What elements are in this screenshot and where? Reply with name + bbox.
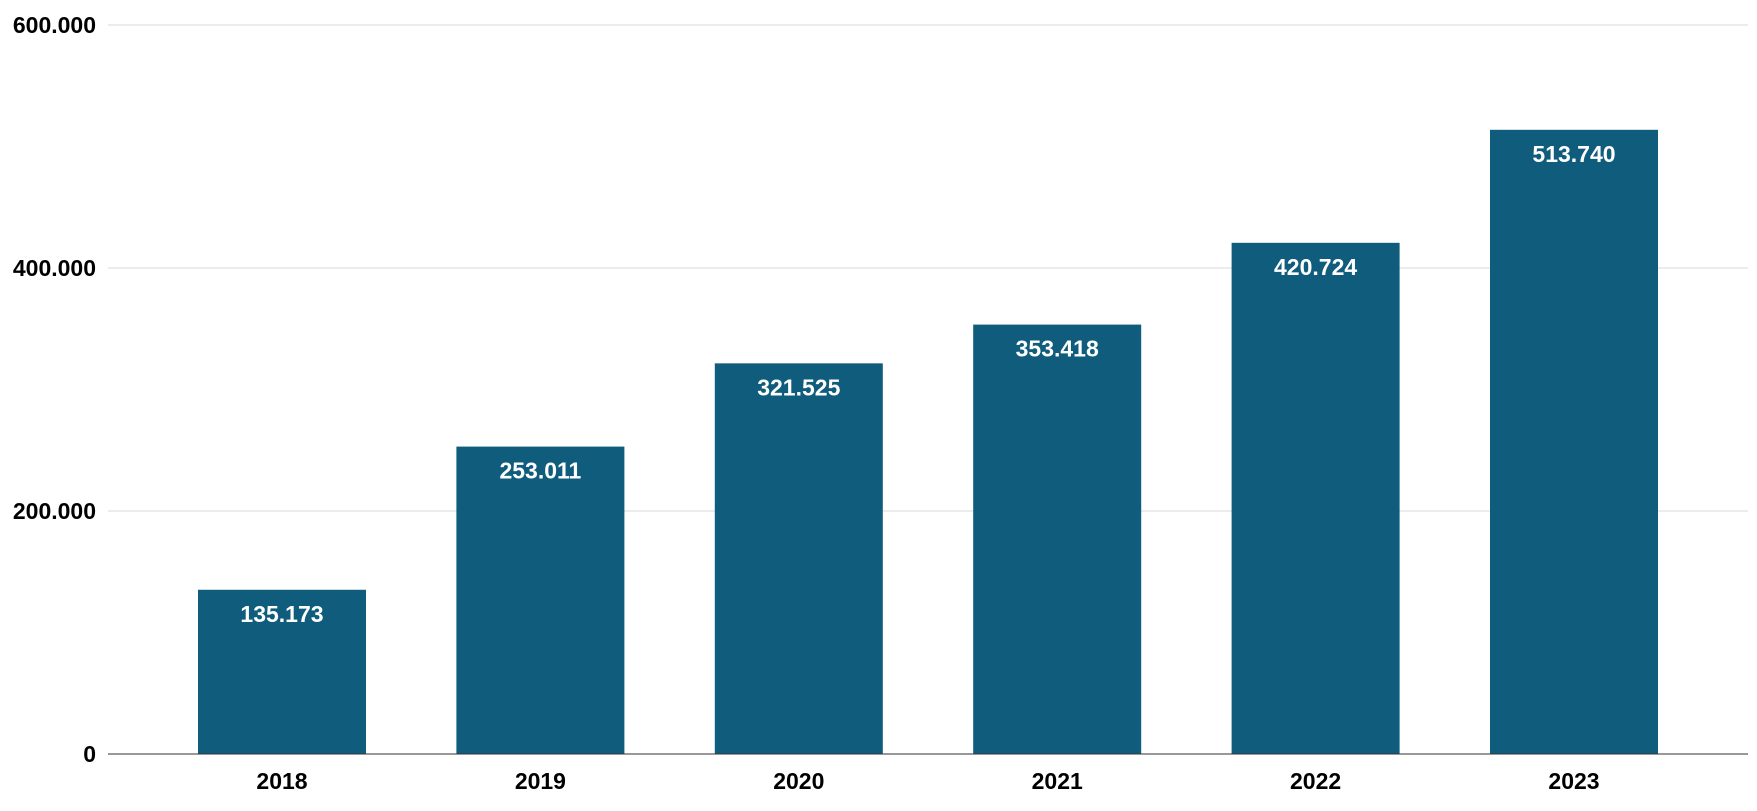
x-tick-label: 2018 [256,768,307,794]
y-axis-tick-labels: 0 200.000 400.000 600.000 [13,12,96,767]
bar-group: 135.173 [198,589,366,754]
x-tick-label: 2019 [515,768,566,794]
bar-group: 513.740 [1490,129,1658,754]
bar [1231,242,1400,754]
bar [198,589,366,754]
bar-value-label: 420.724 [1274,254,1357,280]
bar-value-label: 253.011 [499,458,581,484]
bar [1490,129,1658,754]
bar-value-label: 135.173 [240,601,323,627]
bar [714,363,883,754]
bar [456,446,625,754]
bar-value-label: 353.418 [1016,336,1099,362]
bar [973,324,1142,754]
y-tick-label: 600.000 [13,12,96,38]
gridlines [108,24,1748,512]
x-tick-label: 2022 [1290,768,1341,794]
bars: 135.173 253.011 321.525 353.418 420.724 513.7… [198,129,1658,754]
bar-group: 420.724 [1231,242,1400,754]
x-tick-label: 2023 [1548,768,1599,794]
bar-value-label: 513.740 [1532,141,1615,167]
bar-group: 321.525 [714,363,883,754]
bar-group: 353.418 [973,324,1142,754]
y-tick-label: 200.000 [13,498,96,524]
y-tick-label: 0 [83,741,96,767]
x-axis-tick-labels: 2018 2019 2020 2021 2022 2023 [256,768,1599,794]
bar-value-label: 321.525 [757,374,840,400]
x-tick-label: 2020 [773,768,824,794]
y-tick-label: 400.000 [13,255,96,281]
bar-group: 253.011 [456,446,625,754]
x-tick-label: 2021 [1032,768,1083,794]
